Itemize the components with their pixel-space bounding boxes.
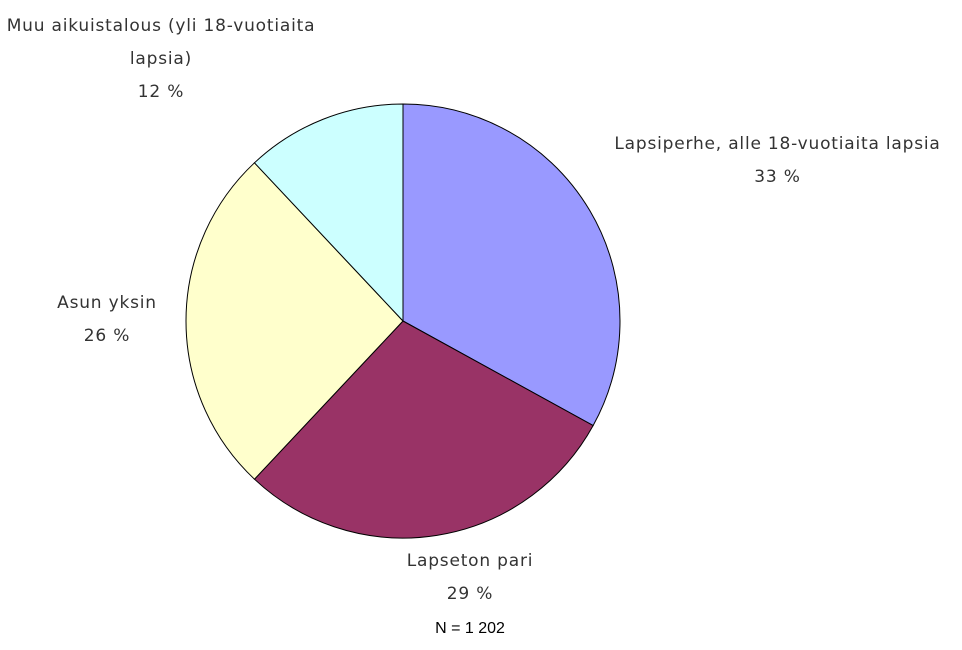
slice-label: Asun yksin 26 % — [7, 287, 207, 353]
value-label: 29 % — [446, 584, 494, 604]
pie-slice — [185, 162, 404, 480]
slice-label: Muu aikuistalous (yli 18-vuotiaita lapsi… — [0, 10, 322, 109]
value-label: 33 % — [754, 167, 801, 187]
pie-slice — [253, 103, 404, 323]
category-label: Muu aikuistalous (yli 18-vuotiaita lapsi… — [6, 16, 316, 69]
pie-slice — [253, 320, 594, 539]
slice-label: Lapsiperhe, alle 18-vuotiaita lapsia 33 % — [595, 128, 960, 194]
category-label: Lapseton pari — [406, 551, 534, 571]
pie-slice — [402, 103, 621, 427]
slice-label: Lapseton pari 29 % — [320, 545, 620, 611]
value-label: 26 % — [83, 326, 131, 346]
sample-note: N = 1 202 — [435, 620, 505, 637]
category-label: Asun yksin — [57, 293, 157, 313]
category-label: Lapsiperhe, alle 18-vuotiaita lapsia — [614, 134, 941, 154]
value-label: 12 % — [137, 82, 185, 102]
